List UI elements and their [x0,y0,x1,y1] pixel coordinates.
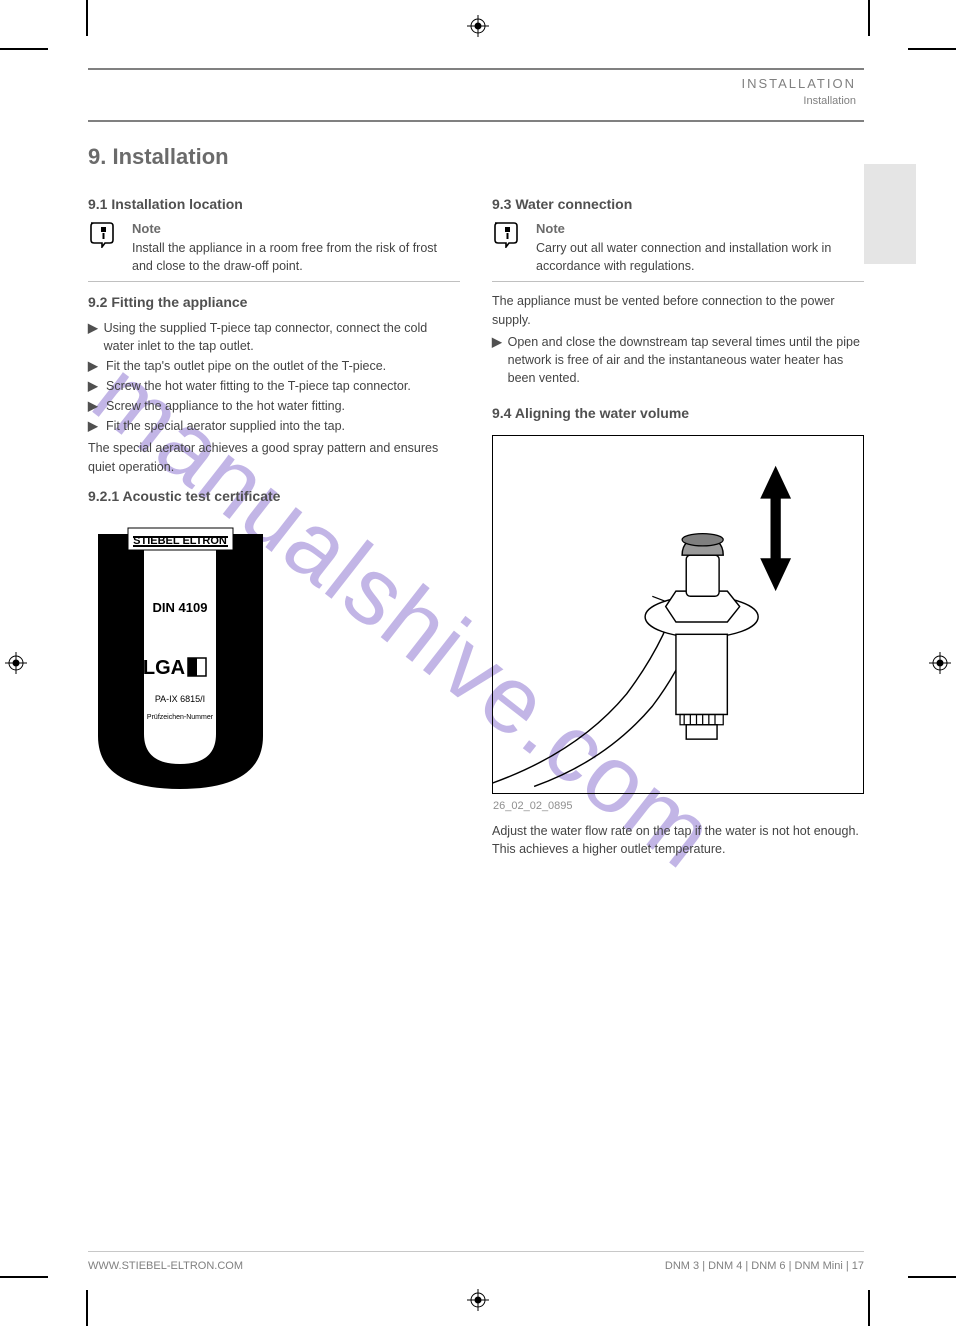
svg-text:STIEBEL ELTRON: STIEBEL ELTRON [133,535,227,547]
footer-product: DNM 3 | DNM 4 | DNM 6 | DNM Mini [665,1260,843,1272]
header-subcategory: Installation [88,95,856,107]
item-text: Screw the appliance to the hot water fit… [106,397,345,415]
note-label: Note [536,220,864,239]
crop-mark [868,1290,870,1326]
left-heading-fitting: 9.2 Fitting the appliance [88,292,460,312]
figure-number: 26_02_02_0895 [493,799,573,815]
note-body: Install the appliance in a room free fro… [132,239,460,275]
section-title: 9. Installation [88,144,229,170]
note-icon [88,220,122,253]
note-icon [492,220,526,253]
registration-mark-icon [467,15,489,37]
crop-mark [908,48,956,50]
registration-mark-icon [5,652,27,674]
crop-mark [86,1290,88,1326]
certificate-mark: STIEBEL ELTRON DIN 4109 LGA PA-IX 6815/I… [88,524,273,799]
right-heading-water: 9.3 Water connection [492,194,864,214]
svg-text:DIN 4109: DIN 4109 [153,600,208,615]
list-item: ▶Screw the hot water fitting to the T-pi… [88,377,460,395]
note-box: Note Install the appliance in a room fre… [88,220,460,275]
thumb-tab [864,164,916,264]
paragraph: The special aerator achieves a good spra… [88,439,460,475]
item-text: Open and close the downstream tap severa… [508,333,864,387]
crop-mark [868,0,870,36]
left-heading-acoustic: 9.2.1 Acoustic test certificate [88,486,460,506]
crop-mark [908,1276,956,1278]
list-item: ▶Screw the appliance to the hot water fi… [88,397,460,415]
list-item: ▶Fit the special aerator supplied into t… [88,417,460,435]
crop-mark [86,0,88,36]
header-rule-top [88,68,864,70]
list-item: ▶Using the supplied T-piece tap connecto… [88,319,460,355]
left-column: 9.1 Installation location Note Install t… [88,184,460,1192]
list-item: ▶Fit the tap's outlet pipe on the outlet… [88,357,460,375]
header-rule-bottom [88,120,864,122]
crop-mark [0,1276,48,1278]
right-heading-aligning: 9.4 Aligning the water volume [492,403,864,423]
content-area: INSTALLATION Installation 9. Installatio… [88,54,916,1272]
footer-page: | 17 [846,1260,864,1272]
svg-text:PA-IX 6815/I: PA-IX 6815/I [155,694,205,704]
item-text: Using the supplied T-piece tap connector… [104,319,460,355]
registration-mark-icon [929,652,951,674]
paragraph: Adjust the water flow rate on the tap if… [492,822,864,858]
page: manualshive.com INSTALLATION Installatio… [0,0,956,1326]
note-label: Note [132,220,460,239]
svg-text:Prüfzeichen-Nummer: Prüfzeichen-Nummer [147,714,214,721]
item-text: Screw the hot water fitting to the T-pie… [106,377,411,395]
columns: 9.1 Installation location Note Install t… [88,184,864,1192]
registration-mark-icon [467,1289,489,1311]
item-text: Fit the tap's outlet pipe on the outlet … [106,357,386,375]
list-item: ▶Open and close the downstream tap sever… [492,333,864,387]
footer-url: WWW.STIEBEL-ELTRON.COM [88,1260,243,1272]
item-text: Fit the special aerator supplied into th… [106,417,345,435]
crop-mark [0,48,48,50]
footer-right: DNM 3 | DNM 4 | DNM 6 | DNM Mini | 17 [665,1260,864,1272]
figure: 26_02_02_0895 [492,435,864,794]
paragraph: The appliance must be vented before conn… [492,292,864,328]
note-box: Note Carry out all water connection and … [492,220,864,275]
page-footer: WWW.STIEBEL-ELTRON.COM DNM 3 | DNM 4 | D… [88,1251,864,1272]
left-heading-location: 9.1 Installation location [88,194,460,214]
header-category: INSTALLATION [88,76,856,91]
right-column: 9.3 Water connection Note Carry out all … [492,184,864,1192]
note-body: Carry out all water connection and insta… [536,239,864,275]
svg-text:LGA: LGA [143,657,185,679]
divider [492,281,864,282]
divider [88,281,460,282]
